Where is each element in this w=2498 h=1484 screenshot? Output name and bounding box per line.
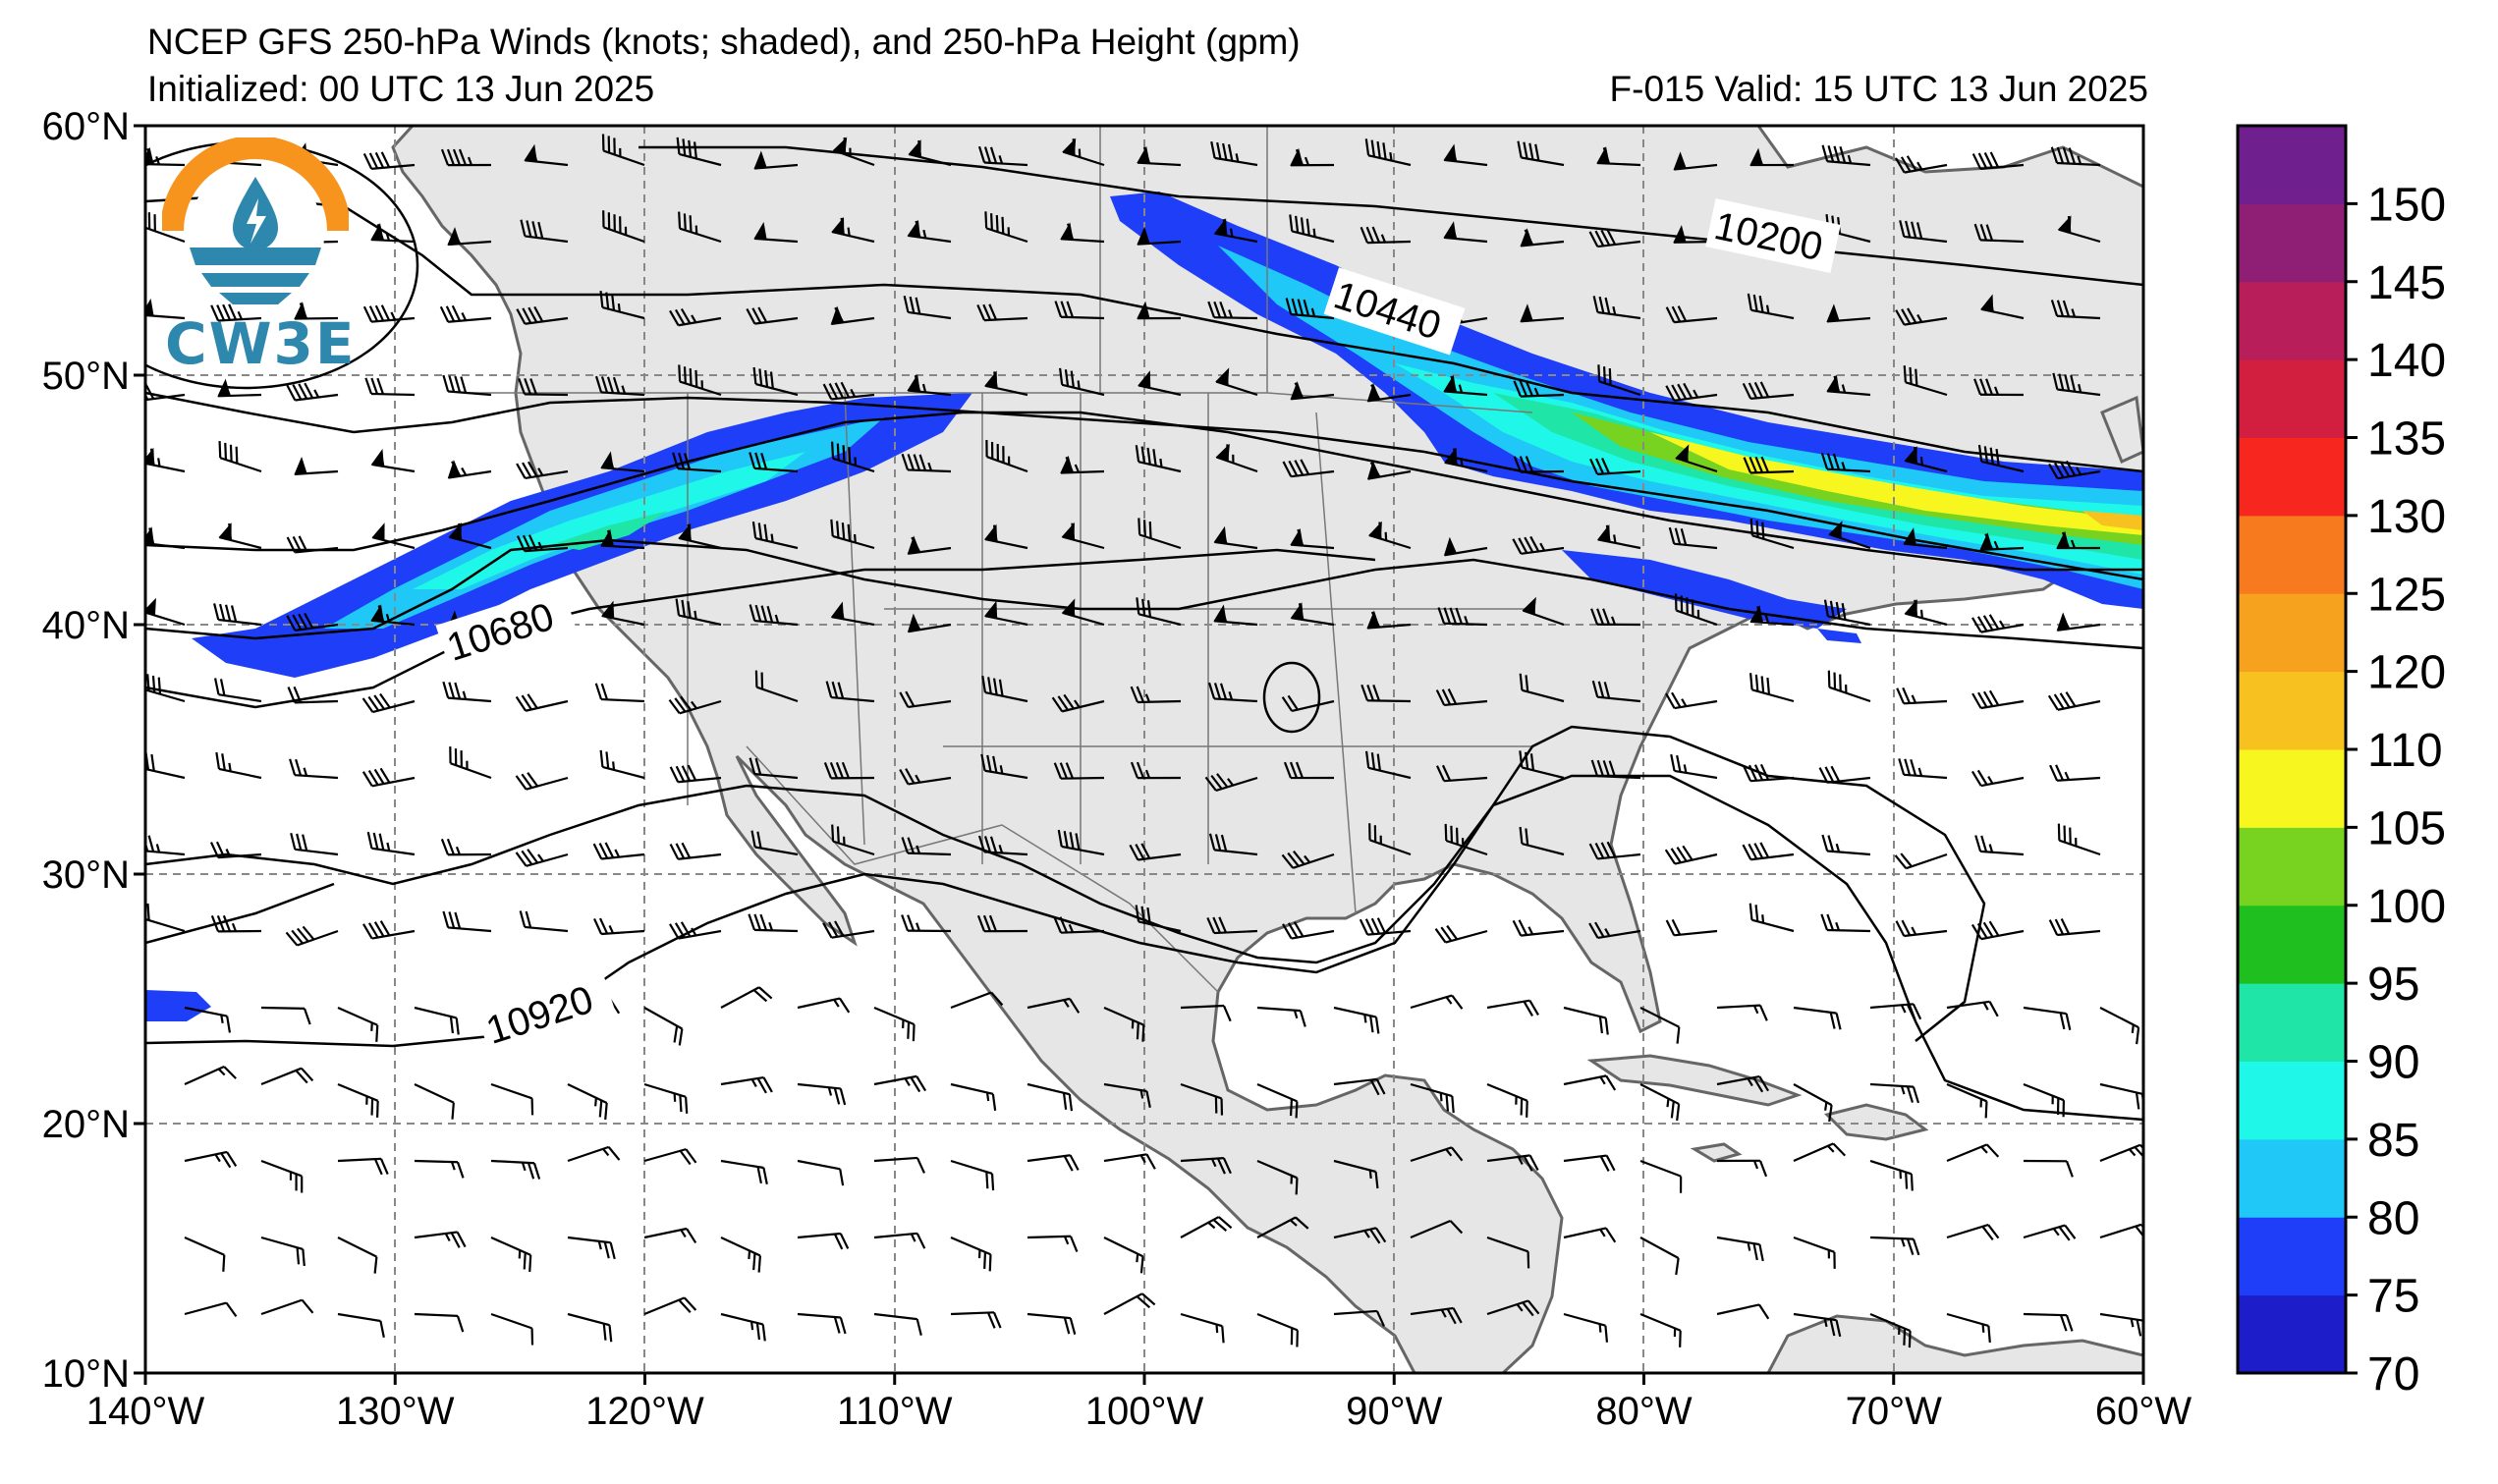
valid-time: F-015 Valid: 15 UTC 13 Jun 2025 [1609, 69, 2148, 109]
colorbar-tick-label: 120 [2367, 647, 2446, 699]
colorbar-segment [2238, 281, 2346, 360]
colorbar-segment [2238, 593, 2346, 673]
colorbar-tick-label: 90 [2367, 1037, 2419, 1089]
lon-tick-label: 80°W [1595, 1390, 1692, 1433]
lon-tick-label: 70°W [1846, 1390, 1942, 1433]
lat-tick-label: 20°N [42, 1103, 130, 1146]
colorbar-segment [2238, 1294, 2346, 1374]
colorbar-tick-label: 135 [2367, 413, 2446, 466]
colorbar-tick-label: 110 [2367, 725, 2443, 777]
lat-tick-label: 50°N [42, 355, 130, 398]
init-time: Initialized: 00 UTC 13 Jun 2025 [147, 69, 655, 109]
lat-tick-label: 30°N [42, 853, 130, 897]
colorbar-segment [2238, 126, 2346, 204]
colorbar-tick-label: 130 [2367, 491, 2446, 543]
south-america-land [1766, 1314, 2143, 1373]
colorbar-segment [2238, 203, 2346, 283]
colorbar-tick-label: 70 [2367, 1348, 2419, 1401]
lon-tick-label: 120°W [585, 1390, 704, 1433]
contour-labels: 10200 10440 10680 10920 [435, 198, 1841, 1056]
hispaniola-land [1824, 1103, 1929, 1141]
colorbar-segment [2238, 983, 2346, 1062]
colorbar-segment [2238, 359, 2346, 438]
colorbar-tick-label: 75 [2367, 1271, 2419, 1323]
colorbar-tick-label: 105 [2367, 802, 2446, 854]
colorbar-segment [2238, 1061, 2346, 1140]
colorbar-segment [2238, 827, 2346, 907]
colorbar-tick-label: 140 [2367, 335, 2446, 387]
cw3e-logo-icon [162, 137, 349, 304]
colorbar-tick-label: 80 [2367, 1192, 2419, 1244]
colorbar-tick-label: 145 [2367, 257, 2446, 309]
colorbar-segment [2238, 905, 2346, 984]
jamaica-land [1690, 1142, 1743, 1163]
colorbar-segment [2238, 1217, 2346, 1296]
colorbar-segment [2238, 437, 2346, 517]
lat-tick-label: 10°N [42, 1352, 130, 1396]
colorbar-tick-label: 85 [2367, 1115, 2419, 1167]
colorbar-tick-label: 150 [2367, 179, 2446, 231]
lat-tick-label: 40°N [42, 604, 130, 647]
lon-tick-label: 130°W [336, 1390, 455, 1433]
lon-tick-label: 90°W [1346, 1390, 1442, 1433]
colorbar-segment [2238, 1138, 2346, 1218]
colorbar-segment [2238, 749, 2346, 828]
colorbar-segment [2238, 671, 2346, 750]
political-borders [472, 126, 1533, 993]
lon-tick-label: 100°W [1085, 1390, 1204, 1433]
map-axes: 140°W 130°W 120°W 110°W 100°W 90°W 80°W 70°W 60°… [42, 105, 2193, 1433]
colorbar-tick-label: 125 [2367, 569, 2446, 621]
newfoundland-land [2100, 395, 2143, 465]
lon-tick-label: 60°W [2095, 1390, 2192, 1433]
colorbar-segment [2238, 515, 2346, 594]
lat-tick-label: 60°N [42, 105, 130, 148]
colorbar-tick-label: 100 [2367, 881, 2446, 933]
map-title: NCEP GFS 250-hPa Winds (knots; shaded), … [147, 22, 1301, 62]
lon-tick-label: 140°W [86, 1390, 205, 1433]
wind-barbs [145, 134, 2143, 1348]
colorbar-tick-label: 95 [2367, 959, 2419, 1011]
lon-tick-label: 110°W [837, 1390, 953, 1433]
cw3e-logo-text: CW3E [165, 310, 357, 377]
colorbar: 70 75 80 85 90 95 100 105 110 120 125 130 135 140 145 1… [2236, 124, 2446, 1401]
